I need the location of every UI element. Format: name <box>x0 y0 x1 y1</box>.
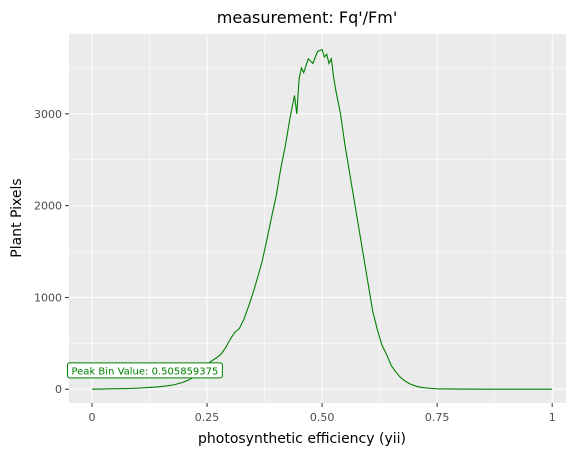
annotation-box <box>66 362 223 379</box>
x-tick-label: 0 <box>89 411 96 424</box>
x-tick-label: 0.75 <box>425 411 450 424</box>
x-tick-label: 1 <box>549 411 556 424</box>
y-axis-ticks: 0 1000 2000 3000 <box>34 108 69 396</box>
x-tick-label: 0.50 <box>310 411 335 424</box>
x-axis-title: photosynthetic efficiency (yii) <box>198 431 406 447</box>
y-tick-label: 1000 <box>34 291 62 304</box>
plot-panel <box>69 34 566 403</box>
y-tick-label: 3000 <box>34 108 62 121</box>
peak-annotation: Peak Bin Value: 0.505859375 <box>66 362 223 379</box>
y-tick-label: 2000 <box>34 200 62 213</box>
annotation-label: Peak Bin Value: 0.505859375 <box>71 366 218 377</box>
chart-title: measurement: Fq'/Fm' <box>217 8 397 27</box>
minor-gridlines <box>69 34 566 403</box>
y-axis-title: Plant Pixels <box>9 178 25 257</box>
x-tick-label: 0.25 <box>195 411 220 424</box>
y-tick-label: 0 <box>55 383 62 396</box>
x-axis-ticks: 0 0.25 0.50 0.75 1 <box>89 403 556 424</box>
